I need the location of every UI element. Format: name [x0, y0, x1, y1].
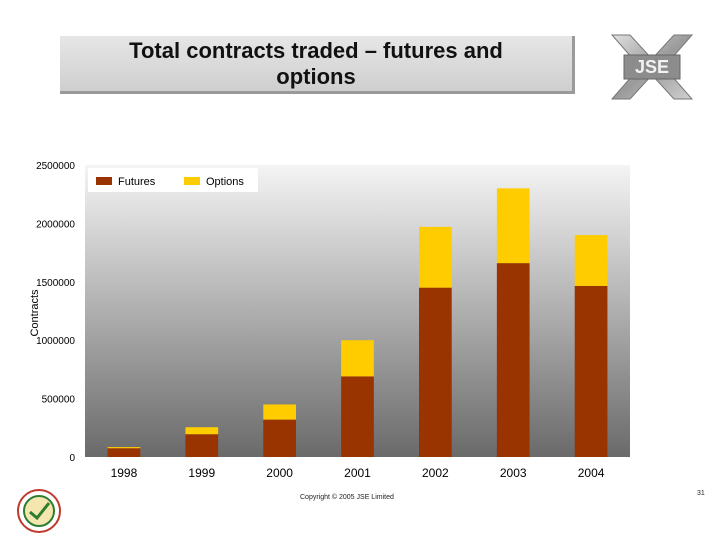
bar-futures-2001 — [341, 376, 374, 457]
y-axis-label: Contracts — [29, 289, 41, 337]
x-tick-label: 2000 — [266, 466, 293, 480]
x-tick-label: 2003 — [500, 466, 527, 480]
bar-futures-2003 — [496, 263, 530, 457]
x-axis: 1998 1999 2000 2001 2002 2003 2004 — [111, 466, 605, 480]
bar-futures-2004 — [574, 285, 608, 457]
y-tick-label: 2500000 — [36, 161, 75, 172]
y-tick-label: 1500000 — [36, 278, 75, 289]
copyright-text: Copyright © 2005 JSE Limited — [300, 494, 394, 501]
y-tick-label: 0 — [69, 453, 75, 464]
bar-futures-2002 — [419, 287, 452, 457]
page-number: 31 — [697, 490, 705, 497]
legend-box — [88, 168, 258, 192]
bar-options-2002 — [419, 226, 452, 288]
bars — [107, 188, 608, 457]
legend-label-options: Options — [206, 176, 244, 188]
bar-options-2003 — [496, 188, 530, 264]
legend-swatch-futures — [96, 177, 112, 185]
title-box: Total contracts traded – futures and opt… — [60, 36, 575, 94]
x-tick-label: 1999 — [188, 466, 215, 480]
jse-logo: JSE — [610, 34, 694, 100]
x-tick-label: 2002 — [422, 466, 449, 480]
y-axis: 0 500000 1000000 1500000 2000000 2500000 — [36, 161, 75, 464]
legend-label-futures: Futures — [118, 176, 156, 188]
y-tick-label: 2000000 — [36, 219, 75, 230]
bar-futures-2000 — [263, 419, 296, 457]
legend-swatch-options — [184, 177, 200, 185]
award-seal-icon — [17, 489, 61, 533]
bar-futures-1999 — [185, 434, 219, 457]
slide-title: Total contracts traded – futures and opt… — [129, 37, 503, 89]
y-tick-label: 500000 — [42, 395, 76, 406]
stacked-bar-chart: 0 500000 1000000 1500000 2000000 2500000 1998… — [29, 161, 630, 480]
x-tick-label: 2004 — [578, 466, 605, 480]
bar-options-1998 — [107, 447, 141, 449]
legend: Futures Options — [88, 168, 258, 192]
bar-options-2001 — [341, 340, 374, 377]
x-tick-label: 1998 — [111, 466, 138, 480]
y-tick-label: 1000000 — [36, 336, 75, 347]
bar-futures-1998 — [107, 448, 141, 457]
x-tick-label: 2001 — [344, 466, 371, 480]
bar-options-1999 — [185, 427, 219, 435]
bar-options-2000 — [263, 404, 296, 420]
bar-options-2004 — [574, 235, 608, 286]
svg-text:JSE: JSE — [635, 57, 669, 77]
